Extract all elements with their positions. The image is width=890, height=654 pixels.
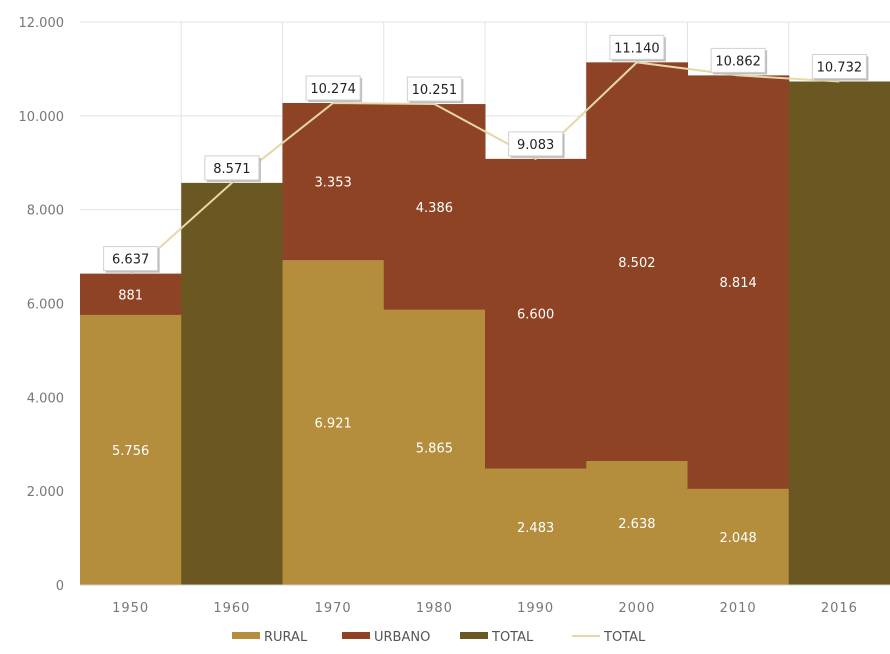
- data-label-rural: 6.921: [315, 417, 352, 432]
- total-label-box: [508, 131, 564, 157]
- x-tick-label: 1980: [416, 601, 453, 616]
- data-label-rural: 2.048: [720, 531, 757, 546]
- bar-rural-1970: [282, 260, 385, 585]
- bar-rural-1990: [485, 468, 587, 585]
- bar-total-2016: [788, 81, 890, 586]
- y-tick-label: 2.000: [27, 485, 64, 500]
- data-label-rural: 5.865: [416, 441, 453, 456]
- total-value-label: 11.140: [614, 41, 660, 56]
- total-label-box: [204, 155, 260, 181]
- legend-label: RURAL: [264, 630, 308, 645]
- legend-label: URBANO: [374, 630, 430, 645]
- data-label-urbano: 4.386: [416, 201, 453, 216]
- legend-swatch-urbano: [342, 632, 370, 639]
- x-tick-label: 2000: [618, 601, 655, 616]
- bar-urbano-1990: [485, 158, 587, 469]
- y-tick-label: 10.000: [19, 110, 65, 125]
- x-tick-label: 2016: [821, 601, 858, 616]
- data-label-urbano: 881: [118, 288, 143, 303]
- legend-swatch-rural: [232, 632, 260, 639]
- total-label-box: [406, 76, 462, 102]
- data-label-urbano: 6.600: [517, 308, 554, 323]
- x-tick-label: 1990: [517, 601, 554, 616]
- bar-rural-2010: [687, 488, 790, 585]
- x-tick-label: 2010: [720, 601, 757, 616]
- data-label-urbano: 8.502: [618, 256, 655, 271]
- x-tick-label: 1970: [315, 601, 352, 616]
- total-value-label: 8.571: [213, 162, 250, 177]
- bar-total-1960: [181, 182, 283, 585]
- legend-swatch-total: [460, 632, 488, 639]
- total-value-label: 6.637: [112, 253, 149, 268]
- total-label-box: [609, 34, 665, 60]
- total-label-box: [811, 53, 867, 79]
- data-label-urbano: 8.814: [720, 276, 757, 291]
- data-label-urbano: 3.353: [315, 176, 352, 191]
- bar-urbano-2000: [586, 62, 688, 462]
- total-value-label: 10.732: [817, 60, 863, 75]
- data-label-rural: 2.638: [618, 517, 655, 532]
- y-tick-label: 8.000: [27, 204, 64, 219]
- bar-urbano-1980: [383, 104, 486, 310]
- total-value-label: 10.862: [715, 54, 761, 69]
- y-tick-label: 0: [56, 579, 64, 594]
- data-label-rural: 2.483: [517, 521, 554, 536]
- total-label-box: [710, 47, 766, 73]
- total-label-box: [103, 246, 159, 272]
- total-value-label: 10.274: [310, 82, 356, 97]
- bar-rural-1950: [80, 314, 182, 585]
- y-tick-label: 6.000: [27, 298, 64, 313]
- bar-urbano-1950: [80, 273, 182, 315]
- bar-urbano-2010: [687, 75, 790, 489]
- data-label-rural: 5.756: [112, 444, 149, 459]
- bar-rural-1980: [383, 309, 486, 585]
- x-tick-label: 1960: [213, 601, 250, 616]
- total-value-label: 10.251: [412, 83, 458, 98]
- legend-label: TOTAL: [491, 630, 534, 645]
- total-label-box: [305, 75, 361, 101]
- x-tick-label: 1950: [112, 601, 149, 616]
- y-tick-label: 4.000: [27, 391, 64, 406]
- total-value-label: 9.083: [517, 138, 554, 153]
- y-tick-label: 12.000: [19, 16, 65, 31]
- bar-rural-2000: [586, 461, 688, 585]
- legend-label: TOTAL: [603, 630, 646, 645]
